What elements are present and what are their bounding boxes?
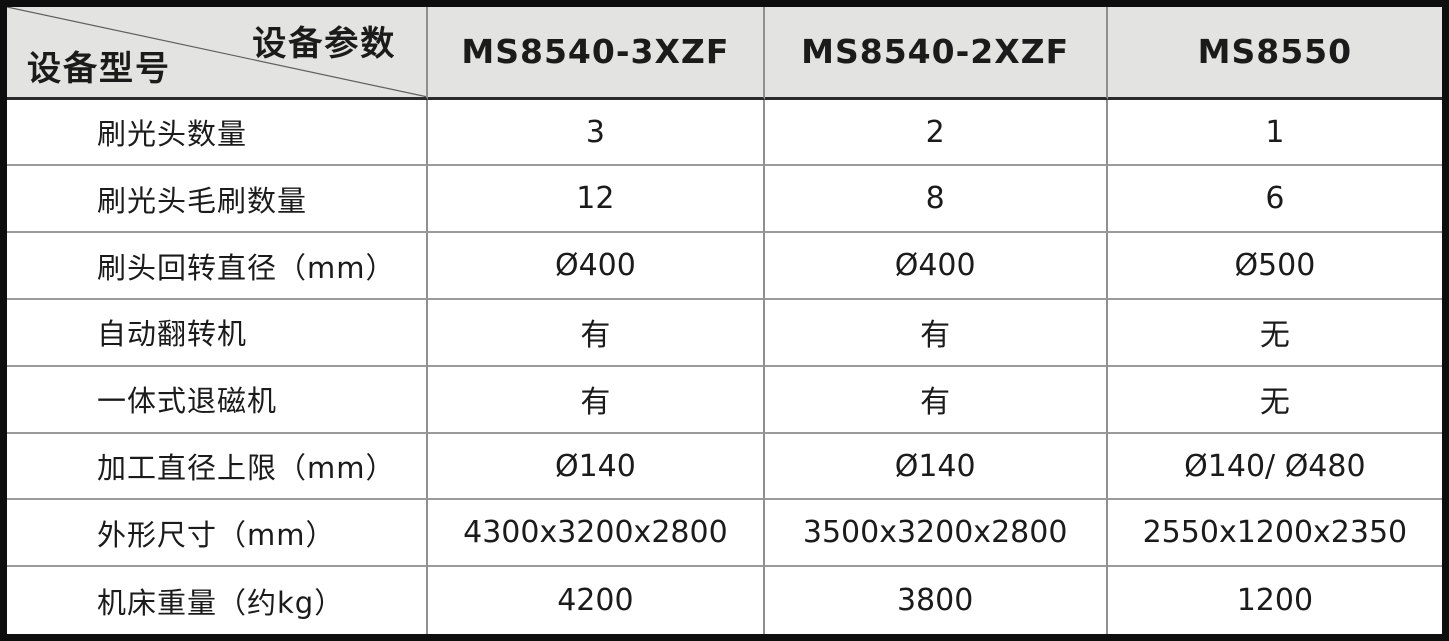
row-label: 加工直径上限（mm）	[7, 433, 429, 501]
cell-value: 3500x3200x2800	[764, 500, 1108, 568]
cell-value: 12	[428, 166, 765, 234]
cell-value: Ø140	[428, 433, 765, 501]
row-label: 自动翻转机	[7, 300, 429, 367]
row-label: 一体式退磁机	[7, 366, 429, 434]
row-label: 机床重量（约kg）	[7, 567, 429, 634]
column-header-model-1: MS8540-3XZF	[428, 7, 765, 100]
row-label: 刷光头数量	[7, 99, 429, 167]
cell-value: Ø500	[1107, 233, 1442, 301]
cell-value: Ø400	[428, 233, 765, 301]
spec-table: 设备参数 设备型号 MS8540-3XZF MS8540-2XZF MS8550…	[7, 7, 1442, 634]
cell-value: 无	[1107, 367, 1442, 434]
cell-value: 3800	[765, 567, 1108, 634]
cell-value: 2	[764, 99, 1108, 167]
diagonal-divider-line	[7, 7, 426, 97]
column-header-model-2: MS8540-2XZF	[764, 7, 1108, 100]
cell-value: 1	[1107, 100, 1442, 167]
row-label: 刷头回转直径（mm）	[7, 233, 429, 301]
cell-value: 无	[1107, 300, 1442, 367]
cell-value: 有	[428, 366, 765, 434]
cell-value: 1200	[1236, 583, 1314, 619]
cell-value: 有	[764, 300, 1108, 367]
corner-label-model: 设备型号	[27, 48, 171, 89]
cell-value: 有	[764, 366, 1108, 434]
row-label: 刷光头毛刷数量	[7, 166, 429, 234]
cell-value: Ø140	[764, 433, 1108, 501]
column-header-model-3: MS8550	[1107, 7, 1442, 100]
cell-value: 4200	[428, 567, 765, 634]
cell-value: 4300x3200x2800	[428, 500, 765, 568]
cell-value: 8	[764, 166, 1108, 234]
cell-value: 3	[428, 99, 765, 167]
cell-value: Ø400	[764, 233, 1108, 301]
corner-label-parameters: 设备参数	[252, 24, 397, 64]
cell-value: 6	[1107, 166, 1442, 234]
cell-value: 2550x1200x2350	[1107, 500, 1442, 568]
cell-value: 有	[428, 300, 765, 367]
corner-header-cell: 设备参数 设备型号	[7, 7, 429, 100]
row-label: 外形尺寸（mm）	[7, 500, 429, 568]
cell-value: Ø140/ Ø480	[1107, 434, 1442, 501]
